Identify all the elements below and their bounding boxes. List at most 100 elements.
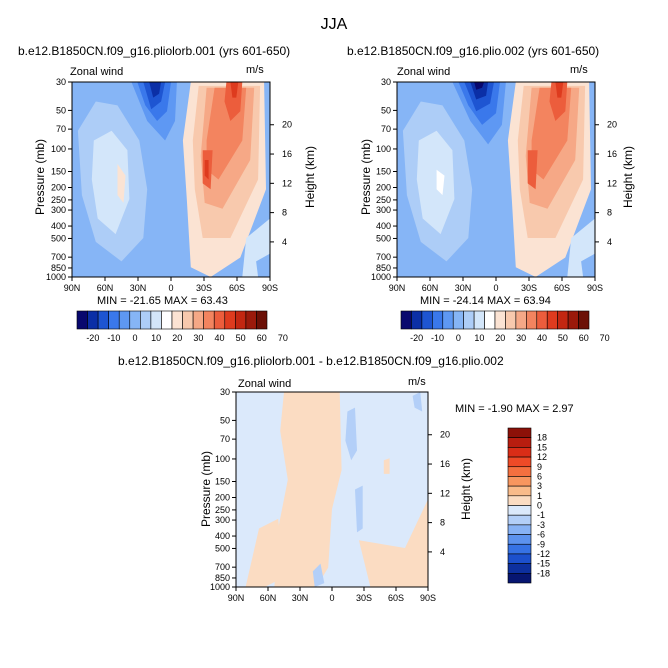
contour-region <box>527 150 538 190</box>
colorbar-box <box>161 310 173 330</box>
colorbar-box <box>578 310 590 330</box>
y-tick-label: 70 <box>56 124 66 134</box>
colorbar-label: -9 <box>537 539 545 549</box>
x-tick-label: 30N <box>455 283 472 293</box>
y-tick-label: 700 <box>215 562 230 572</box>
y-tick-label: 1000 <box>371 272 391 282</box>
colorbar-box <box>411 310 423 330</box>
y2-tick-label: 4 <box>440 547 445 557</box>
y2-tick-label: 20 <box>282 120 292 130</box>
contour-region <box>436 169 445 196</box>
panel1-title: b.e12.B1850CN.f09_g16.pliolorb.001 (yrs … <box>18 44 291 58</box>
y-tick-label: 100 <box>51 144 66 154</box>
contour-region <box>149 82 162 98</box>
y-tick-label: 500 <box>376 233 391 243</box>
colorbar-box <box>245 310 257 330</box>
colorbar-box <box>203 310 215 330</box>
panel-1-contour-fills <box>72 82 270 277</box>
y2-tick-label: 20 <box>607 120 617 130</box>
colorbar-box <box>546 310 558 330</box>
y-tick-label: 300 <box>51 205 66 215</box>
colorbar-label: 70 <box>600 333 610 343</box>
colorbar-label: 10 <box>151 333 161 343</box>
x-tick-label: 90N <box>389 283 406 293</box>
y2-tick-label: 8 <box>440 518 445 528</box>
colorbar-box <box>507 447 532 458</box>
colorbar-label: -15 <box>537 559 550 569</box>
x-tick-label: 60N <box>97 283 114 293</box>
y-tick-label: 850 <box>215 573 230 583</box>
contour-region <box>549 82 568 121</box>
colorbar-label: 12 <box>537 452 547 462</box>
colorbar-label: 20 <box>172 333 182 343</box>
colorbar-box <box>507 553 532 564</box>
panel3-units-label: m/s <box>408 376 426 388</box>
colorbar-box <box>76 310 88 330</box>
colorbar-box <box>507 437 532 448</box>
colorbar-label: -3 <box>537 520 545 530</box>
x-tick-label: 30S <box>356 593 372 603</box>
y2-tick-label: 12 <box>607 178 617 188</box>
y-tick-label: 150 <box>51 167 66 177</box>
colorbar-box <box>97 310 109 330</box>
colorbar-label: -12 <box>537 549 550 559</box>
colorbar-box <box>150 310 162 330</box>
y2-tick-label: 16 <box>440 459 450 469</box>
y2-tick-label: 4 <box>607 237 612 247</box>
panel3-variable-label: Zonal wind <box>238 378 292 390</box>
colorbar-label: 20 <box>495 333 505 343</box>
contour-region <box>412 392 423 412</box>
x-tick-label: 30N <box>130 283 147 293</box>
y-tick-label: 500 <box>51 233 66 243</box>
colorbar-box <box>507 456 532 468</box>
panel2-title: b.e12.B1850CN.f09_g16.plio.002 (yrs 601-… <box>347 44 600 58</box>
y2-tick-label: 20 <box>440 430 450 440</box>
colorbar-label: -1 <box>537 510 545 520</box>
y-tick-label: 1000 <box>210 582 230 592</box>
colorbar-box <box>526 310 538 330</box>
colorbar-label: 30 <box>516 333 526 343</box>
y-tick-label: 850 <box>51 263 66 273</box>
colorbar-box <box>507 514 532 526</box>
panel2-variable-label: Zonal wind <box>397 66 451 78</box>
y-tick-label: 30 <box>381 77 391 87</box>
x-tick-label: 60S <box>388 593 404 603</box>
contour-region <box>555 82 564 98</box>
y2-tick-label: 12 <box>282 178 292 188</box>
colorbar-box <box>224 310 236 330</box>
colorbar-box <box>536 310 548 330</box>
x-tick-label: 90S <box>420 593 436 603</box>
colorbar-label: -10 <box>431 333 444 343</box>
y-tick-label: 200 <box>215 492 230 502</box>
contour-region <box>117 163 126 203</box>
colorbar-box <box>507 495 532 506</box>
colorbar-box <box>432 310 444 330</box>
contour-region <box>383 458 390 474</box>
colorbar-box <box>567 310 579 330</box>
colorbar-box <box>473 310 485 330</box>
y-tick-label: 700 <box>51 252 66 262</box>
y-tick-label: 300 <box>215 515 230 525</box>
contour-region <box>470 82 489 100</box>
y-tick-label: 50 <box>220 415 230 425</box>
colorbar-box <box>182 310 194 330</box>
colorbar-label: 1 <box>537 491 542 501</box>
colorbar-box <box>452 310 464 330</box>
colorbar-box <box>507 466 532 477</box>
x-tick-label: 60S <box>229 283 245 293</box>
colorbar-box <box>118 310 131 330</box>
panel-1-contour-plot <box>68 81 274 330</box>
colorbar-label: 18 <box>537 433 547 443</box>
y2-tick-label: 16 <box>282 149 292 159</box>
colorbar-box <box>507 534 532 545</box>
contour-region <box>345 407 357 461</box>
y-tick-label: 700 <box>376 252 391 262</box>
colorbar-box <box>507 427 532 438</box>
x-tick-label: 0 <box>493 283 498 293</box>
panel1-units-label: m/s <box>246 64 264 76</box>
x-tick-label: 30S <box>521 283 537 293</box>
colorbar-box <box>515 310 527 330</box>
colorbar-box <box>108 310 120 330</box>
colorbar-label: 0 <box>456 333 461 343</box>
y-tick-label: 50 <box>381 105 391 115</box>
